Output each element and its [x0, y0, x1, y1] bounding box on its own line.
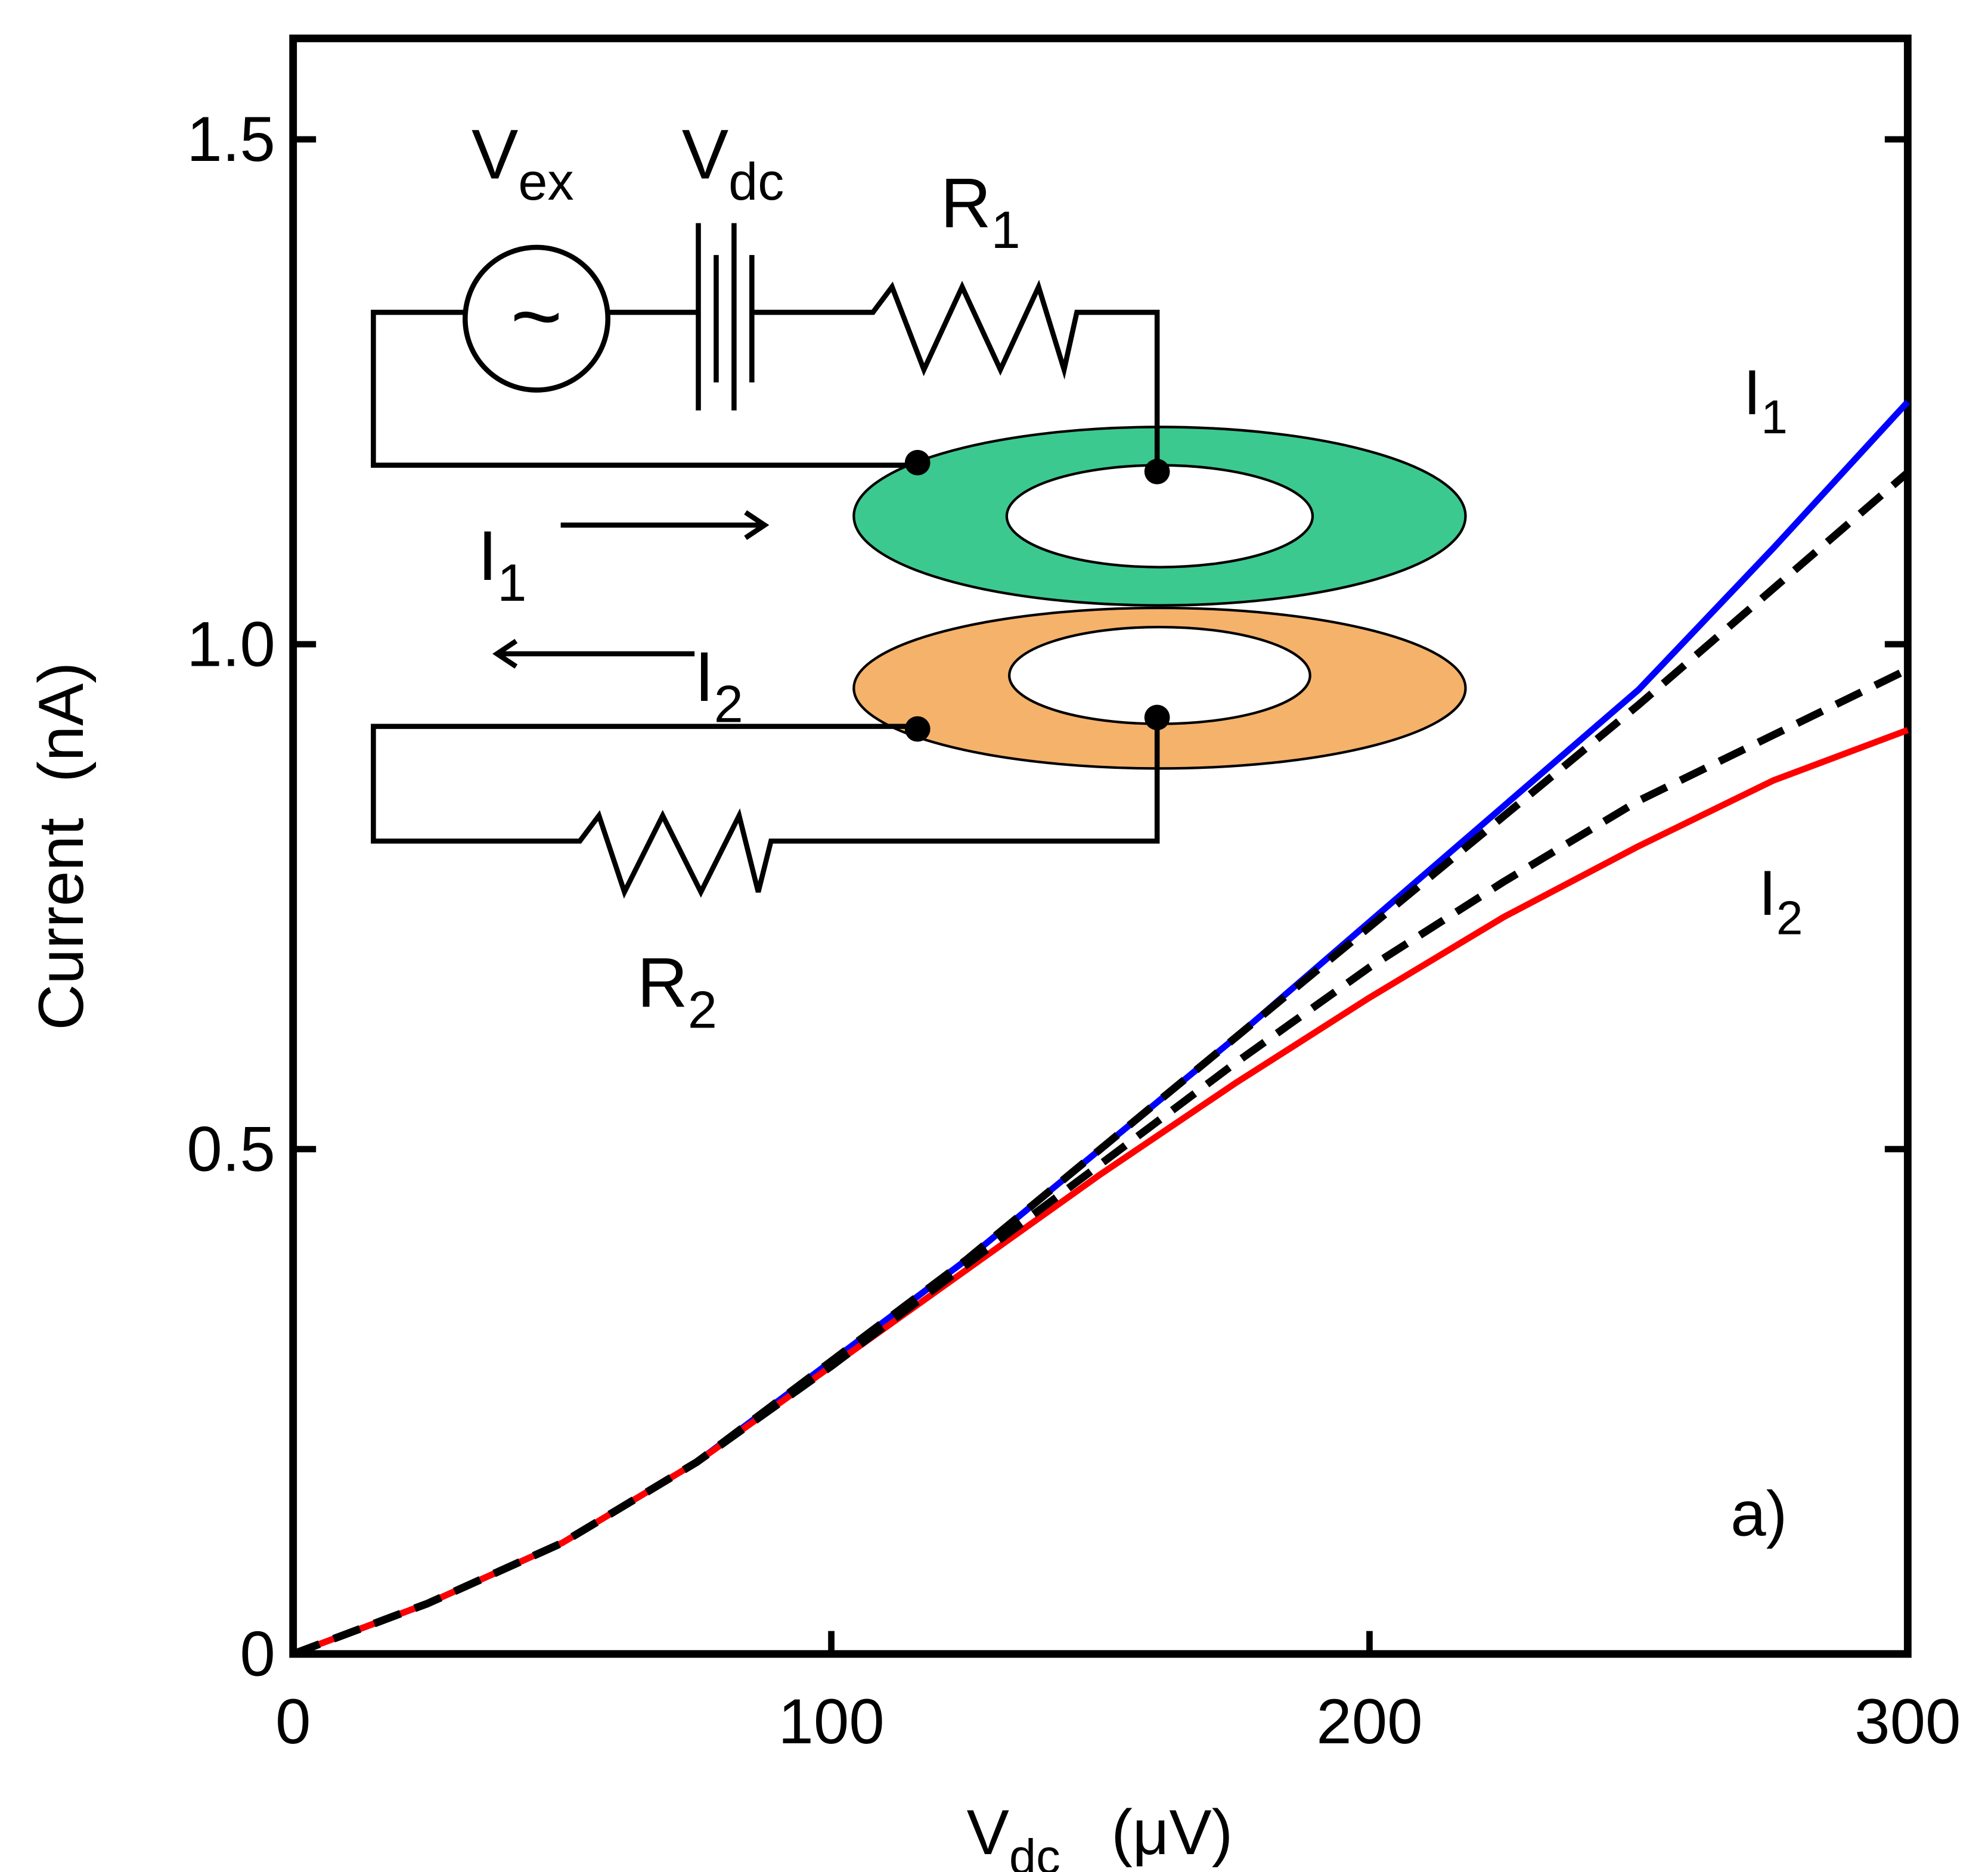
contact [904, 716, 931, 742]
x-axis-label-sub: dc [1009, 1830, 1060, 1872]
inset-label: R2 [637, 943, 717, 1039]
fit-line [291, 666, 1910, 1658]
y-tick-label: 0.5 [187, 1113, 275, 1184]
contact [1144, 704, 1170, 731]
x-tick-label: 300 [1854, 1685, 1961, 1757]
inset-label-main: I [478, 517, 498, 595]
inset-label-sub: 1 [991, 200, 1021, 259]
inset-label: Vex [472, 116, 574, 211]
inset-label-main: R [941, 164, 991, 242]
x-axis-label-main: V [967, 1796, 1009, 1868]
contact [1144, 458, 1170, 485]
contact [904, 449, 931, 476]
curve-label: I1 [1744, 356, 1788, 443]
curve-label-main: I [1744, 356, 1761, 428]
x-tick-label: 200 [1316, 1685, 1422, 1757]
inset-label-sub: 1 [497, 553, 526, 612]
x-axis-label: Vdc (μV) [967, 1796, 1233, 1872]
inset-label: R1 [941, 164, 1021, 259]
battery [696, 223, 755, 411]
upper-circuit [371, 280, 1160, 472]
inset-label-main: I [694, 638, 714, 716]
inset-label: Vdc [682, 116, 784, 211]
inset-label-sub: dc [728, 152, 784, 211]
y-tick-label: 1.5 [187, 103, 275, 175]
fit-line [291, 470, 1911, 1658]
curve-label: I2 [1759, 857, 1803, 944]
inset-label-sub: ex [518, 152, 573, 211]
inset-label: I1 [478, 517, 527, 612]
ac-source [463, 244, 611, 393]
inset-label-sub: 2 [714, 674, 743, 733]
inset-label-main: R [637, 943, 688, 1022]
lower-circuit [371, 717, 1160, 899]
curve-label-sub: 1 [1761, 390, 1788, 443]
inset-label-sub: 2 [688, 980, 717, 1039]
y-tick-label: 1.0 [187, 608, 275, 679]
panel-label: a) [1730, 1477, 1787, 1549]
curve-label-main: I [1759, 857, 1776, 929]
y-tick-label: 0 [240, 1618, 275, 1690]
x-tick-label: 100 [778, 1685, 884, 1757]
inset-label-main: V [472, 116, 518, 194]
x-tick-label: 0 [275, 1685, 311, 1757]
ac-symbol: ~ [510, 266, 562, 366]
y-axis-label: Current (nA) [25, 662, 97, 1030]
plot-frame [289, 34, 1912, 1658]
inset-label-main: V [682, 116, 728, 194]
data-line [291, 727, 1909, 1657]
curve-label-sub: 2 [1776, 890, 1803, 944]
current-arrows [492, 510, 770, 669]
inset-label: I2 [694, 638, 743, 733]
x-axis-label-unit: (μV) [1111, 1796, 1233, 1868]
